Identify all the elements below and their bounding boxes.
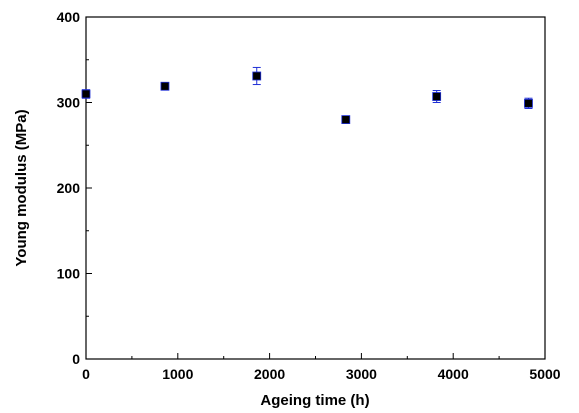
x-tick-label: 3000 [346,366,377,382]
data-points [81,66,533,124]
y-tick-label: 100 [57,266,81,282]
y-axis-ticks [86,16,92,360]
data-point [160,81,170,91]
x-axis-tick-labels: 0 1000 2000 3000 4000 5000 [82,366,561,382]
data-point [432,92,442,101]
x-tick-label: 2000 [254,366,285,382]
y-tick-label: 0 [72,351,80,367]
data-point [524,98,533,108]
x-tick-label: 1000 [162,366,193,382]
x-axis-ticks [85,353,546,359]
x-tick-label: 0 [82,366,90,382]
y-tick-label: 300 [57,95,81,111]
data-point [341,115,351,124]
plot-frame [85,16,546,360]
y-axis-title: Young modulus (MPa) [13,109,30,266]
y-axis-tick-labels: 0 100 200 300 400 [57,9,81,367]
y-tick-label: 400 [57,9,81,25]
x-tick-label: 4000 [438,366,469,382]
x-axis-title: Ageing time (h) [260,392,369,409]
data-point [81,89,91,99]
data-point [252,71,262,81]
y-tick-label: 200 [57,180,81,196]
x-tick-label: 5000 [529,366,560,382]
